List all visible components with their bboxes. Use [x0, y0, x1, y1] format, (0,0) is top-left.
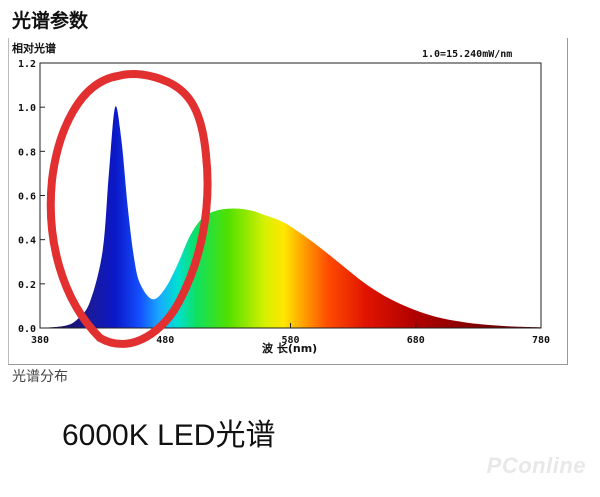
spectrum-chart: 相对光谱 1.0=15.240mW/nm 波 长(nm) 0.0 0.2 0.4 0.…: [12, 41, 550, 355]
y-tick-label: 0.0: [18, 324, 36, 335]
scale-annotation: 1.0=15.240mW/nm: [422, 49, 512, 60]
x-tick-label: 580: [281, 335, 299, 346]
x-tick-label: 780: [532, 335, 550, 346]
y-tick-label: 0.8: [18, 147, 36, 158]
spectral-distribution-label: 光谱分布: [12, 369, 68, 385]
y-axis-label: 相对光谱: [12, 41, 56, 55]
y-tick-label: 1.0: [18, 103, 36, 114]
spectrum-caption: 6000K LED光谱: [62, 419, 276, 452]
x-tick-label: 480: [156, 335, 174, 346]
x-tick-label: 380: [31, 335, 49, 346]
y-tick-label: 1.2: [18, 59, 36, 70]
highlight-circle: [46, 70, 212, 348]
spectrum-area: [40, 106, 541, 328]
spectrum-parameters-heading: 光谱参数: [12, 10, 89, 32]
y-tick-label: 0.2: [18, 280, 36, 291]
x-tick-label: 680: [407, 335, 425, 346]
y-tick-label: 0.6: [18, 192, 36, 203]
pconline-watermark: PConline: [486, 453, 586, 478]
x-axis-label: 波 长(nm): [262, 341, 317, 355]
chart-frame: [8, 38, 568, 365]
y-tick-label: 0.4: [18, 236, 36, 247]
